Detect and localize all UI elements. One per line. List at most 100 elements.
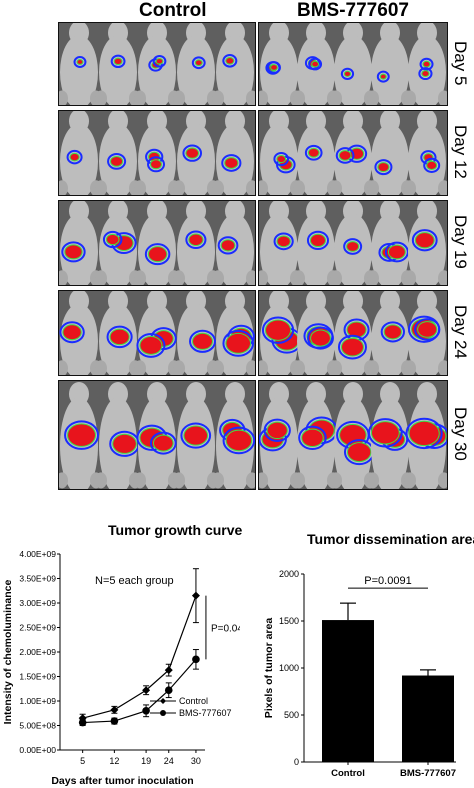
mouse (212, 291, 255, 375)
data-point-diamond (110, 705, 119, 714)
treatment-panel-row-4 (258, 290, 448, 376)
mouse (95, 381, 141, 489)
day-label: Day 19 (451, 215, 470, 269)
mouse (330, 201, 376, 285)
mouse (173, 111, 219, 195)
growth-curve-chart: 0.00E+00 5.00E+08 1.00E+09 1.50E+09 2.00E+09… (2, 549, 240, 787)
control-panel-row-3 (58, 200, 256, 286)
y-tick-label: 2000 (279, 569, 299, 579)
data-point-diamond (78, 714, 87, 723)
mouse (330, 111, 376, 195)
treatment-panel-row-3 (258, 200, 448, 286)
mouse (173, 291, 219, 375)
x-tick-label: BMS-777607 (400, 768, 456, 779)
mouse (367, 201, 413, 285)
area-chart-title: Tumor dissemination area (307, 531, 474, 547)
mouse (134, 23, 180, 105)
control-panel-row-4 (58, 290, 256, 376)
day-label: Day 30 (451, 407, 470, 461)
bar (322, 620, 374, 762)
mouse (293, 111, 339, 195)
area-p-value: P=0.0091 (364, 575, 411, 587)
y-tick-label: 0 (294, 757, 299, 767)
mouse (59, 291, 102, 375)
mouse (367, 291, 413, 375)
y-tick-label: 2.50E+09 (19, 623, 56, 633)
mouse (404, 201, 447, 285)
mouse (134, 381, 180, 489)
mouse (212, 201, 255, 285)
mouse (212, 23, 255, 105)
bar (402, 675, 454, 762)
control-panel-row-5 (58, 380, 256, 490)
x-tick-label: 30 (191, 756, 201, 766)
mouse (59, 201, 102, 285)
mouse (404, 291, 447, 375)
mouse (212, 111, 255, 195)
mouse (259, 291, 303, 375)
legend-marker (160, 698, 166, 704)
legend-marker (160, 710, 166, 716)
y-tick-label: 3.00E+09 (19, 598, 56, 608)
y-tick-label: 5.00E+08 (19, 721, 56, 731)
day-label: Day 5 (451, 40, 470, 86)
dissemination-bar-chart: 0 500 1000 1500 2000 Pixels of tumor area Cont… (263, 569, 456, 779)
day-label: Day 24 (451, 305, 470, 359)
mouse (293, 23, 339, 105)
y-tick-label: 4.00E+09 (19, 549, 56, 559)
x-tick-label: 5 (80, 756, 85, 766)
y-tick-label: 1500 (279, 616, 299, 626)
mouse (293, 381, 339, 489)
data-point-circle (78, 718, 87, 727)
mouse (404, 111, 447, 195)
y-tick-label: 3.50E+09 (19, 574, 56, 584)
y-axis-label: Intensity of chemoluminance (2, 579, 14, 724)
x-tick-label: Control (331, 768, 365, 779)
growth-p-value: P=0.0439 (211, 624, 240, 635)
mouse (95, 111, 141, 195)
mouse (293, 201, 339, 285)
mouse (95, 291, 141, 375)
control-header: Control (139, 0, 207, 21)
mouse (259, 381, 302, 489)
growth-chart-title: Tumor growth curve (108, 522, 243, 538)
data-point-diamond (142, 686, 151, 695)
x-axis-label: Days after tumor inoculation (51, 775, 193, 787)
y-tick-label: 0.00E+00 (19, 745, 56, 755)
x-tick-label: 24 (164, 756, 174, 766)
mouse (59, 381, 102, 489)
legend-label: BMS-777607 (179, 708, 232, 718)
data-point-circle (110, 717, 119, 725)
mouse (134, 111, 180, 195)
y-tick-label: 1.00E+09 (19, 696, 56, 706)
mouse (212, 381, 255, 489)
treatment-panel-row-5 (258, 380, 448, 490)
data-point-diamond (164, 666, 173, 675)
mouse (59, 111, 102, 195)
y-tick-label: 2.00E+09 (19, 647, 56, 657)
mouse (367, 23, 413, 105)
mouse (367, 111, 413, 195)
y-tick-label: 500 (284, 710, 299, 720)
data-point-circle (192, 655, 200, 664)
mouse (404, 381, 447, 489)
control-panel-row-1 (58, 22, 256, 106)
data-point-diamond (191, 591, 200, 600)
mouse (259, 111, 302, 195)
treatment-panel-row-2 (258, 110, 448, 196)
day-label: Day 12 (451, 125, 470, 179)
x-tick-label: 12 (109, 756, 119, 766)
x-tick-label: 19 (141, 756, 151, 766)
treatment-panel-row-1 (258, 22, 448, 106)
mouse (173, 23, 219, 105)
mouse (95, 201, 141, 285)
control-panel-row-2 (58, 110, 256, 196)
legend-label: Control (179, 696, 208, 706)
y-axis-label: Pixels of tumor area (263, 618, 275, 719)
group-size-annotation: N=5 each group (95, 575, 174, 587)
data-point-circle (164, 686, 173, 695)
mouse (404, 23, 447, 105)
mouse (259, 23, 302, 105)
treatment-header: BMS-777607 (297, 0, 409, 21)
mouse (134, 201, 180, 285)
